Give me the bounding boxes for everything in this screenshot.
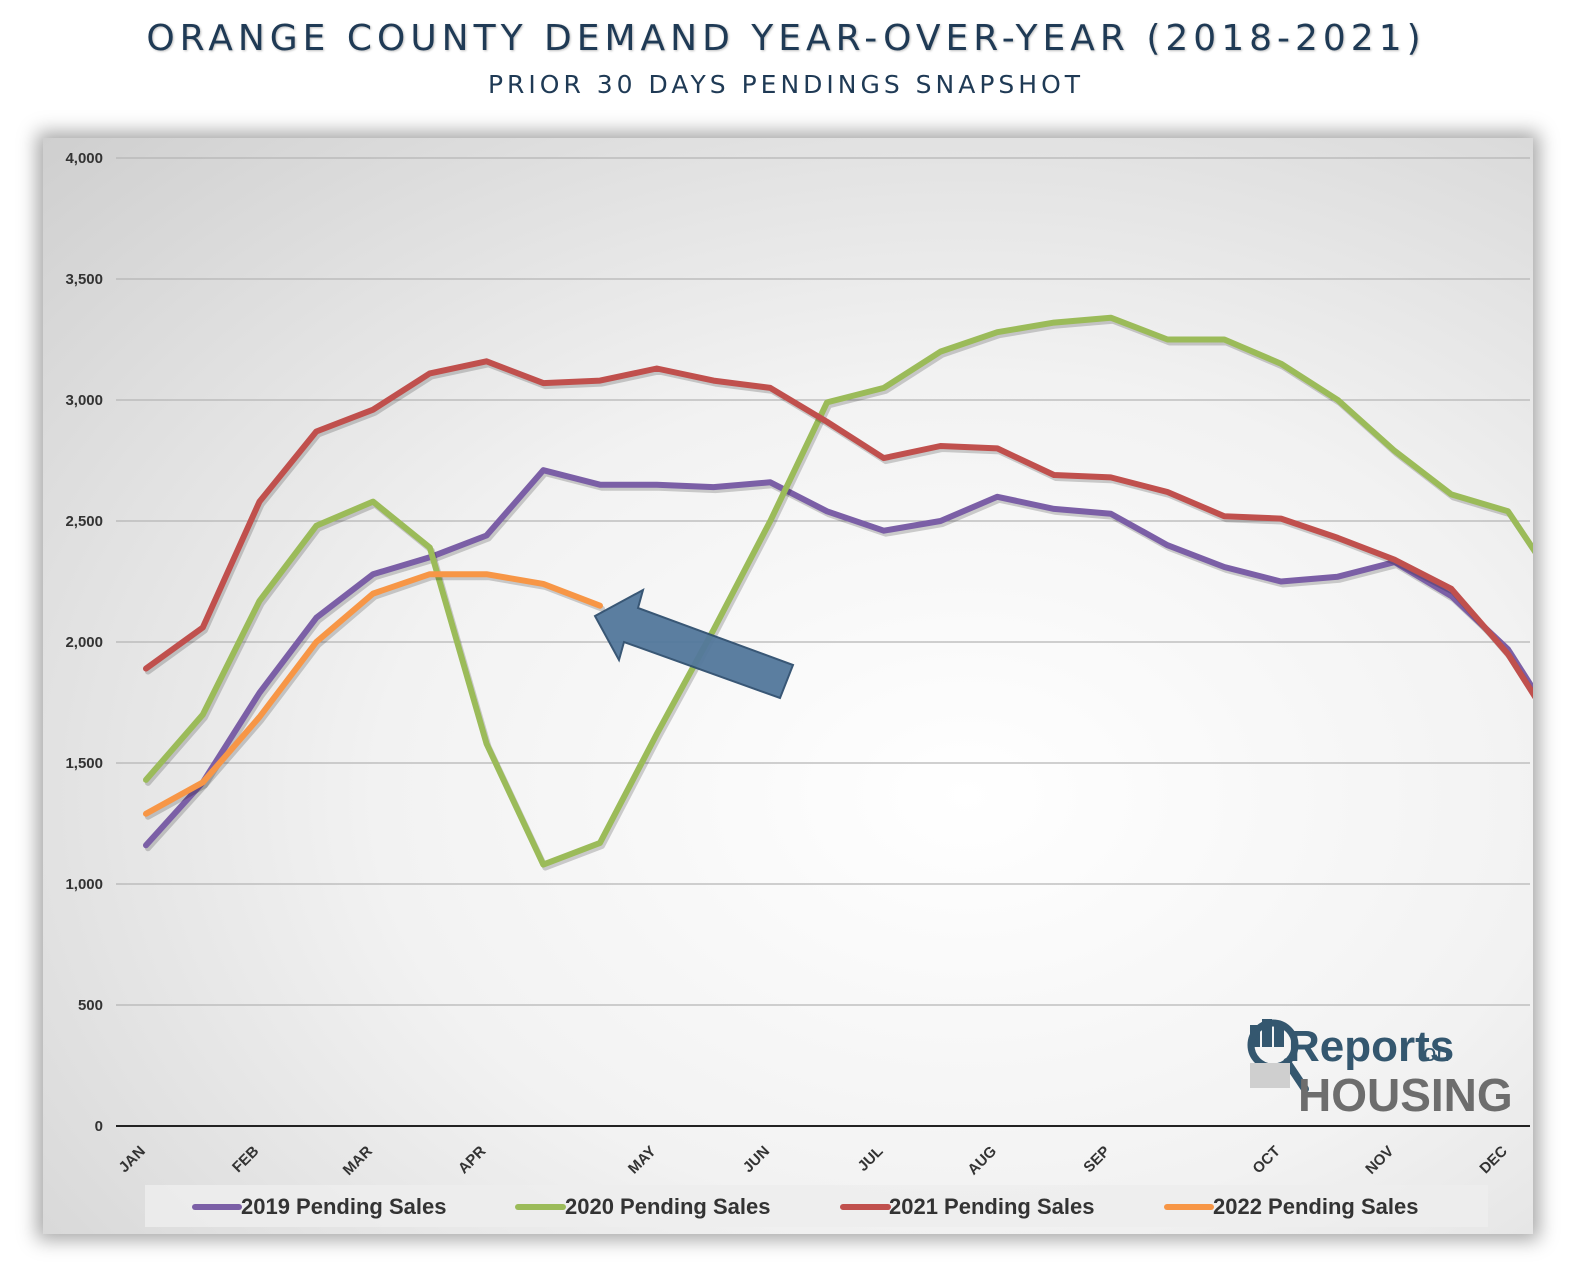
legend-label-2020: 2020 Pending Sales [565,1194,770,1219]
legend-label-2022: 2022 Pending Sales [1213,1194,1418,1219]
series-line-shadow [145,361,1533,699]
y-tick-label: 500 [78,997,103,1014]
logo-housing-text: HOUSING [1298,1069,1513,1121]
series-line-shadow [145,470,1533,852]
logo-on-text: on [1423,1040,1450,1067]
x-tick-label: MAR [340,1143,376,1179]
y-tick-label: 0 [95,1118,103,1135]
series-line-2020 [143,314,1533,868]
y-tick-label: 2,000 [65,634,103,651]
x-axis-ticks: JAN FEB MAR APR MAY JUN JUL AUG SEP OCT NOV DEC [116,1143,1511,1179]
legend-item-2022: 2022 Pending Sales [1164,1194,1418,1219]
series-line-2019 [143,467,1533,849]
annotation-arrow-icon [593,587,795,700]
logo-reports-text: Reports [1288,1022,1454,1071]
y-tick-label: 1,500 [65,755,103,772]
legend: 2019 Pending Sales 2020 Pending Sales 20… [145,1185,1488,1227]
legend-label-2019: 2019 Pending Sales [241,1194,446,1219]
x-tick-label: JUN [740,1143,773,1176]
x-tick-label: SEP [1080,1143,1113,1176]
y-tick-label: 3,000 [65,392,103,409]
y-tick-label: 1,000 [65,876,103,893]
y-axis-ticks: 0 500 1,000 1,500 2,000 2,500 3,000 3,500 4,000 [65,150,103,1135]
x-tick-label: OCT [1249,1143,1283,1177]
y-tick-label: 2,500 [65,513,103,530]
chart-title: ORANGE COUNTY DEMAND YEAR-OVER-YEAR (201… [146,18,1426,59]
series-line-2022 [143,571,603,817]
legend-item-2020: 2020 Pending Sales [515,1194,770,1219]
y-tick-label: 3,500 [65,271,103,288]
legend-item-2021: 2021 Pending Sales [840,1194,1094,1219]
x-tick-label: DEC [1476,1143,1511,1178]
x-tick-label: MAY [625,1143,660,1178]
x-tick-label: JUL [855,1143,887,1175]
chart-subtitle: PRIOR 30 DAYS PENDINGS SNAPSHOT [487,70,1085,99]
series-line-2021 [143,358,1533,700]
legend-label-2021: 2021 Pending Sales [889,1194,1094,1219]
x-tick-label: APR [455,1143,490,1178]
x-tick-label: JAN [116,1143,149,1176]
gridlines [116,157,1530,1127]
x-tick-label: AUG [964,1143,1000,1179]
reports-on-housing-logo: Reports on HOUSING [1247,1019,1513,1121]
legend-item-2019: 2019 Pending Sales [192,1194,446,1219]
series-lines [143,314,1533,871]
chart-panel: 0 500 1,000 1,500 2,000 2,500 3,000 3,500 4,000 … [43,138,1533,1234]
line-chart: 05001,0001,5002,0002,5003,0003,5004,000 … [65,150,1533,1227]
x-tick-label: FEB [229,1143,262,1176]
x-tick-label: NOV [1362,1143,1397,1178]
y-tick-label: 4,000 [65,150,103,167]
